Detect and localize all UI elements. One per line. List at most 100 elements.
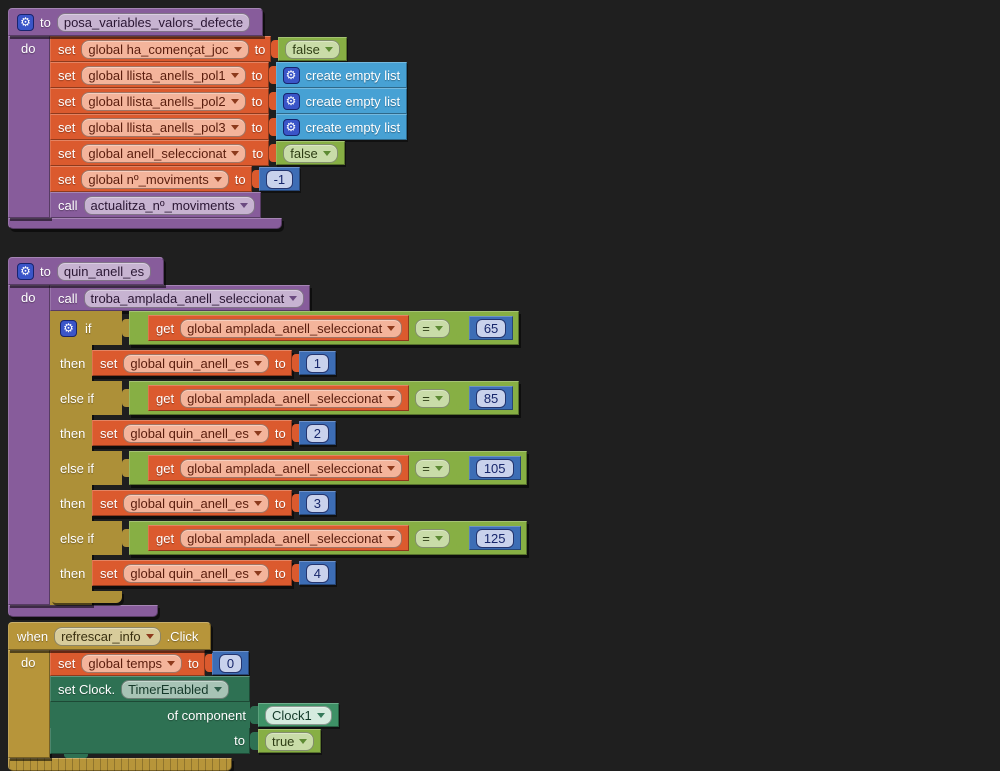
component-dropdown[interactable]: refrescar_info xyxy=(54,626,161,646)
variable-dropdown[interactable]: global llista_anells_pol2 xyxy=(81,91,246,111)
mutator-gear-icon[interactable]: ⚙ xyxy=(60,319,77,337)
variable-dropdown[interactable]: global llista_anells_pol1 xyxy=(81,65,246,85)
set-variable-row[interactable]: set global llista_anells_pol1 to ⚙ creat… xyxy=(50,62,408,88)
variable-dropdown[interactable]: global amplada_anell_seleccionat xyxy=(180,458,403,478)
number-block[interactable]: 4 xyxy=(298,561,336,585)
set-variable-row[interactable]: set global llista_anells_pol2 to ⚙ creat… xyxy=(50,88,408,114)
number-block[interactable]: 65 xyxy=(468,316,514,340)
number-block[interactable]: -1 xyxy=(258,167,301,191)
variable-dropdown[interactable]: global anell_seleccionat xyxy=(81,143,247,163)
get-variable-block[interactable]: get global amplada_anell_seleccionat xyxy=(148,315,410,341)
procedure-name-field[interactable]: posa_variables_valors_defecte xyxy=(56,12,251,32)
elseif-condition-row[interactable]: else if get global amplada_anell_selecci… xyxy=(50,451,527,485)
component-block[interactable]: Clock1 xyxy=(258,703,339,727)
number-value[interactable]: 85 xyxy=(475,388,507,408)
dropdown-arrow-icon xyxy=(253,430,262,436)
procedure-header[interactable]: ⚙ to quin_anell_es xyxy=(8,257,165,285)
variable-dropdown[interactable]: global llista_anells_pol3 xyxy=(81,117,246,137)
number-block[interactable]: 0 xyxy=(211,651,250,675)
variable-dropdown[interactable]: global quin_anell_es xyxy=(123,353,269,373)
elseif-condition-row[interactable]: else if get global amplada_anell_selecci… xyxy=(50,381,520,415)
variable-dropdown[interactable]: global temps xyxy=(81,653,183,673)
set-variable-row[interactable]: set global temps to 0 xyxy=(50,650,250,676)
then-row[interactable]: then set global quin_anell_es to 1 xyxy=(50,350,336,376)
number-value[interactable]: 4 xyxy=(305,563,329,583)
procedure-header[interactable]: ⚙ to posa_variables_valors_defecte xyxy=(8,8,264,36)
set-variable-row[interactable]: set global llista_anells_pol3 to ⚙ creat… xyxy=(50,114,408,140)
elseif-condition-row[interactable]: else if get global amplada_anell_selecci… xyxy=(50,521,527,555)
set-variable-row[interactable]: set global ha_començat_joc to false xyxy=(50,36,347,62)
number-block[interactable]: 3 xyxy=(298,491,336,515)
mutator-gear-icon[interactable]: ⚙ xyxy=(17,13,34,31)
logic-dropdown[interactable]: false xyxy=(283,143,338,163)
number-block[interactable]: 85 xyxy=(468,386,514,410)
call-procedure-row[interactable]: call troba_amplada_anell_seleccionat xyxy=(50,285,311,311)
procedure-name-field[interactable]: quin_anell_es xyxy=(56,261,152,281)
socket-clamp xyxy=(122,459,129,477)
get-variable-block[interactable]: get global amplada_anell_seleccionat xyxy=(148,525,410,551)
number-block[interactable]: 2 xyxy=(298,421,336,445)
number-value[interactable]: 2 xyxy=(305,423,329,443)
operator-dropdown[interactable]: = xyxy=(415,388,450,408)
create-empty-list-block[interactable]: ⚙ create empty list xyxy=(275,88,408,114)
variable-dropdown[interactable]: global quin_anell_es xyxy=(123,493,269,513)
mutator-gear-icon[interactable]: ⚙ xyxy=(282,118,300,136)
event-header[interactable]: when refrescar_info .Click xyxy=(8,622,212,650)
procedure-dropdown[interactable]: actualitza_nº_moviments xyxy=(83,195,255,215)
procedure-block-posa-variables[interactable]: ⚙ to posa_variables_valors_defecte do se… xyxy=(8,8,408,229)
create-empty-list-block[interactable]: ⚙ create empty list xyxy=(275,62,408,88)
equals-compare-block[interactable]: get global amplada_anell_seleccionat = xyxy=(129,311,520,345)
variable-dropdown[interactable]: global amplada_anell_seleccionat xyxy=(180,318,403,338)
number-block[interactable]: 1 xyxy=(298,351,336,375)
variable-name: global amplada_anell_seleccionat xyxy=(187,460,383,476)
get-variable-block[interactable]: get global amplada_anell_seleccionat xyxy=(148,455,410,481)
set-variable-row[interactable]: set global nº_moviments to -1 xyxy=(50,166,301,192)
number-value[interactable]: 0 xyxy=(218,653,243,673)
number-value[interactable]: 65 xyxy=(475,318,507,338)
event-block-refrescar-info-click[interactable]: when refrescar_info .Click do set global… xyxy=(8,622,339,771)
procedure-dropdown[interactable]: troba_amplada_anell_seleccionat xyxy=(83,288,305,308)
number-value[interactable]: 1 xyxy=(305,353,329,373)
variable-dropdown[interactable]: global amplada_anell_seleccionat xyxy=(180,388,403,408)
property-dropdown[interactable]: TimerEnabled xyxy=(121,679,229,699)
if-condition-row[interactable]: ⚙ if get global amplada_anell_selecciona… xyxy=(50,311,520,345)
mutator-gear-icon[interactable]: ⚙ xyxy=(282,66,300,84)
equals-compare-block[interactable]: get global amplada_anell_seleccionat = xyxy=(129,381,520,415)
variable-dropdown[interactable]: global quin_anell_es xyxy=(123,423,269,443)
variable-dropdown[interactable]: global ha_començat_joc xyxy=(81,39,249,59)
create-empty-list-block[interactable]: ⚙ create empty list xyxy=(275,114,408,140)
get-variable-block[interactable]: get global amplada_anell_seleccionat xyxy=(148,385,410,411)
variable-dropdown[interactable]: global nº_moviments xyxy=(81,169,229,189)
logic-true-block[interactable]: true xyxy=(258,729,322,753)
component-dropdown[interactable]: Clock1 xyxy=(265,705,332,725)
logic-false-block[interactable]: false xyxy=(276,141,345,165)
set-component-property-block[interactable]: set Clock. TimerEnabled of component xyxy=(50,676,339,758)
logic-dropdown[interactable]: false xyxy=(285,39,340,59)
set-variable-row[interactable]: set global anell_seleccionat to false xyxy=(50,140,345,166)
then-row[interactable]: then set global quin_anell_es to 2 xyxy=(50,420,336,446)
number-block[interactable]: 125 xyxy=(468,526,521,550)
variable-dropdown[interactable]: global amplada_anell_seleccionat xyxy=(180,528,403,548)
equals-compare-block[interactable]: get global amplada_anell_seleccionat = xyxy=(129,521,527,555)
if-elseif-block[interactable]: ⚙ if get global amplada_anell_selecciona… xyxy=(50,311,527,605)
variable-dropdown[interactable]: global quin_anell_es xyxy=(123,563,269,583)
socket-clamp xyxy=(135,459,142,477)
procedure-block-quin-anell-es[interactable]: ⚙ to quin_anell_es do call troba_amplada… xyxy=(8,257,527,617)
number-value[interactable]: -1 xyxy=(265,169,294,189)
number-value[interactable]: 3 xyxy=(305,493,329,513)
mutator-gear-icon[interactable]: ⚙ xyxy=(17,262,34,280)
number-value[interactable]: 105 xyxy=(475,458,514,478)
logic-dropdown[interactable]: true xyxy=(265,731,315,751)
then-row[interactable]: then set global quin_anell_es to 3 xyxy=(50,490,336,516)
logic-false-block[interactable]: false xyxy=(278,37,347,61)
number-block[interactable]: 105 xyxy=(468,456,521,480)
number-value[interactable]: 125 xyxy=(475,528,514,548)
mutator-gear-icon[interactable]: ⚙ xyxy=(282,92,300,110)
then-row[interactable]: then set global quin_anell_es to 4 xyxy=(50,560,336,586)
call-procedure-row[interactable]: call actualitza_nº_moviments xyxy=(50,192,261,218)
operator-dropdown[interactable]: = xyxy=(415,318,450,338)
equals-compare-block[interactable]: get global amplada_anell_seleccionat = xyxy=(129,451,527,485)
operator-dropdown[interactable]: = xyxy=(415,458,450,478)
operator-dropdown[interactable]: = xyxy=(415,528,450,548)
